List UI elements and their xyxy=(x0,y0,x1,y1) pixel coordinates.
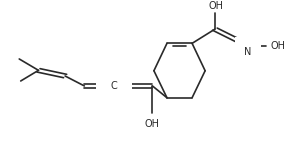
Text: OH: OH xyxy=(209,1,224,11)
Text: N: N xyxy=(244,47,252,57)
Text: OH: OH xyxy=(271,41,286,51)
Text: OH: OH xyxy=(145,119,160,129)
Text: C: C xyxy=(111,81,117,91)
